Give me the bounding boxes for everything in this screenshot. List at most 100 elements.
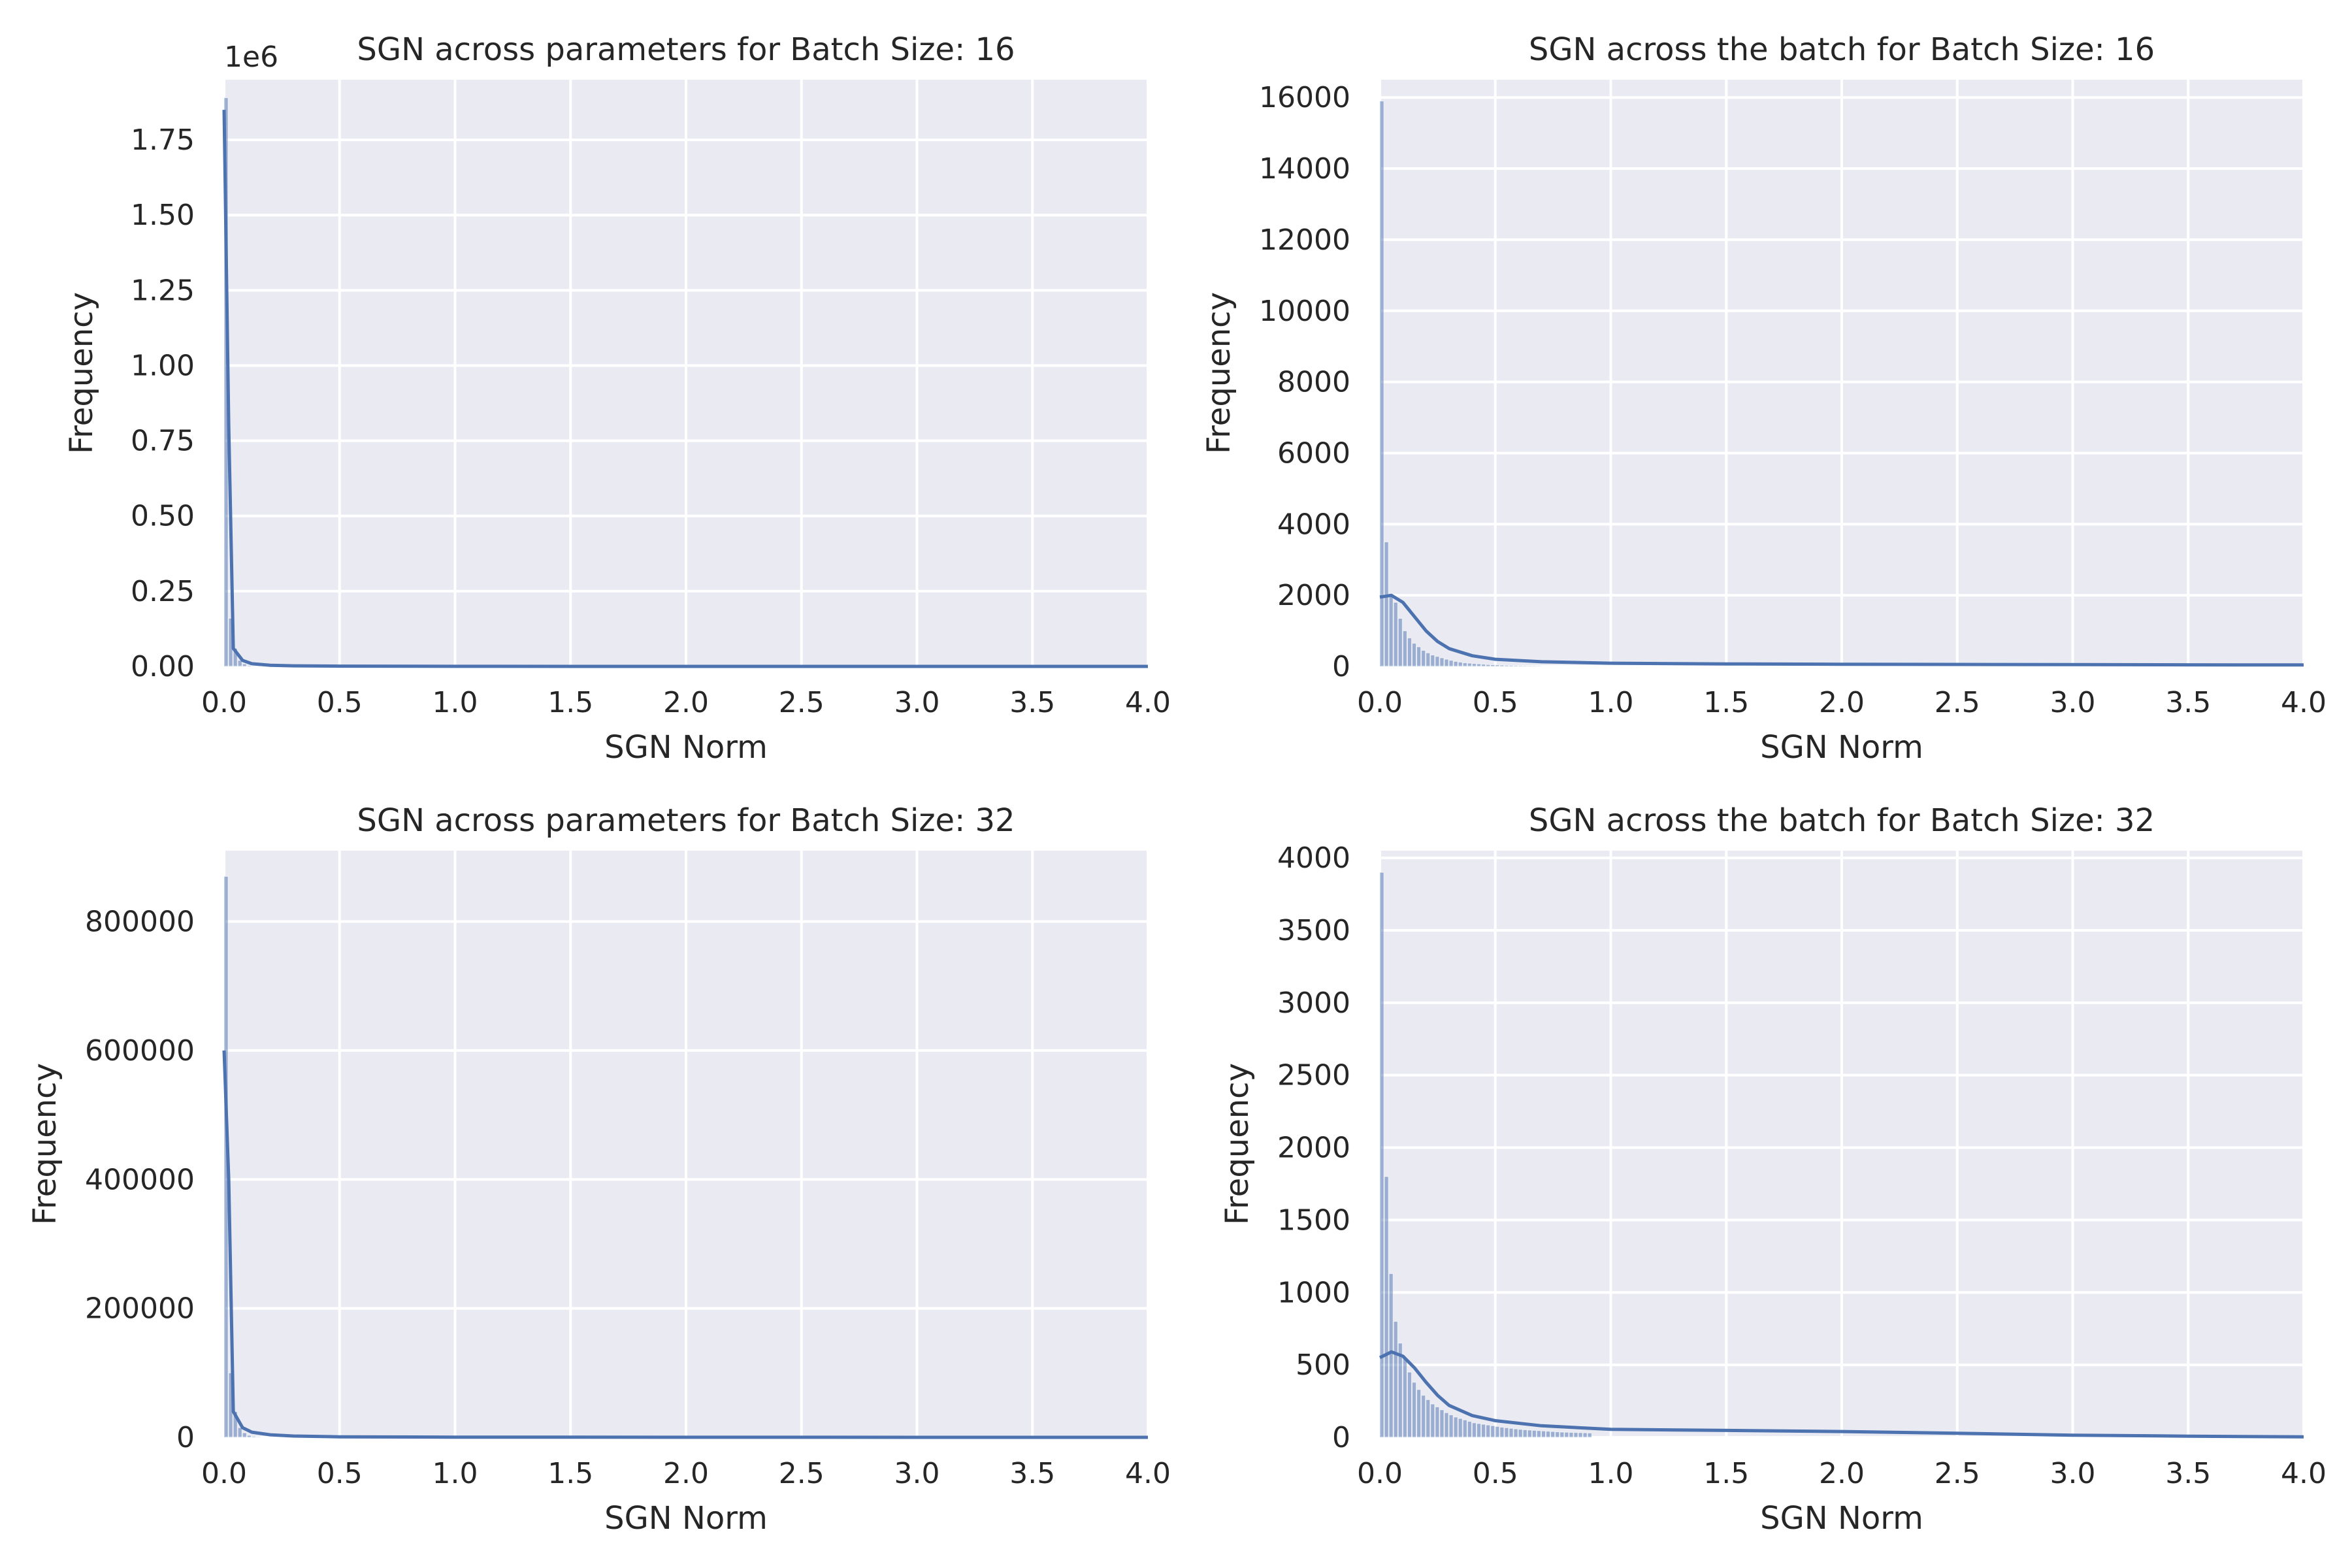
histogram-bar — [1426, 1399, 1431, 1438]
histogram-bar — [233, 1411, 238, 1438]
histogram-bar — [237, 1427, 242, 1438]
x-tick-label: 0.0 — [201, 686, 247, 719]
y-tick-label: 0 — [1332, 650, 1350, 683]
y-tick-label: 0.50 — [131, 500, 195, 533]
x-tick-label: 1.0 — [433, 686, 478, 719]
histogram-bar — [1546, 1431, 1551, 1438]
x-tick-label: 1.5 — [1703, 686, 1749, 719]
histogram-bar — [1379, 101, 1384, 667]
chart-title: SGN across the batch for Batch Size: 32 — [1529, 802, 2155, 839]
histogram-bar — [1407, 1371, 1412, 1438]
y-tick-label: 600000 — [85, 1034, 195, 1068]
histogram-bar — [1486, 664, 1491, 667]
y-tick-label: 800000 — [85, 906, 195, 939]
x-tick-label: 0.5 — [1473, 1457, 1518, 1490]
x-tick-label: 1.0 — [433, 1457, 478, 1490]
x-tick-label: 4.0 — [2281, 686, 2327, 719]
chart-panel-1: 0.0 0.5 1.0 1.5 2.0 2.5 3.0 3.5 4.0 0.00 0.25 0.50 0… — [63, 31, 1171, 766]
histogram-bar — [1476, 1423, 1482, 1438]
x-axis-label: SGN Norm — [604, 729, 768, 766]
kde-line — [1379, 1350, 2304, 1439]
y-tick-label: 1.25 — [131, 274, 195, 307]
histogram-bar — [1462, 1419, 1467, 1438]
histogram-bar — [242, 663, 247, 667]
x-tick-label: 4.0 — [1125, 1457, 1171, 1490]
y-tick-label: 10000 — [1259, 295, 1350, 328]
x-tick-label: 2.0 — [1819, 1457, 1865, 1490]
y-tick-label: 0.00 — [131, 650, 195, 683]
histogram-bar — [1402, 630, 1407, 667]
histogram-bar — [1402, 1357, 1407, 1438]
kde-line — [222, 110, 1148, 668]
histogram-bar — [1582, 1432, 1588, 1438]
histogram-bar — [1504, 1427, 1509, 1438]
x-tick-label: 1.5 — [547, 686, 593, 719]
x-tick-label: 3.0 — [894, 686, 940, 719]
histogram-bars — [1379, 101, 1541, 667]
chart-title: SGN across the batch for Batch Size: 16 — [1529, 31, 2155, 68]
x-tick-label: 3.5 — [1009, 1457, 1055, 1490]
histogram-bar — [1384, 542, 1389, 667]
chart-title: SGN across parameters for Batch Size: 16 — [357, 31, 1015, 68]
histogram-bar — [1541, 1430, 1546, 1438]
y-tick-label: 2500 — [1277, 1059, 1350, 1092]
histogram-bar — [1444, 659, 1449, 667]
histogram-bar — [1490, 664, 1495, 667]
histogram-bar — [1393, 602, 1398, 667]
histogram-bar — [1426, 652, 1431, 667]
histogram-bar — [1555, 1431, 1560, 1438]
y-tick-label: 8000 — [1277, 366, 1350, 399]
y-tick-label: 0 — [176, 1421, 195, 1454]
x-axis-label: SGN Norm — [1760, 1500, 1923, 1537]
histogram-bar — [1453, 1416, 1458, 1438]
histogram-bar — [1379, 872, 1384, 1438]
histogram-bar — [1458, 1418, 1463, 1438]
y-tick-label: 12000 — [1259, 223, 1350, 257]
x-tick-label: 0.0 — [1357, 1457, 1403, 1490]
y-tick-label: 3000 — [1277, 987, 1350, 1020]
x-tick-label: 3.5 — [1009, 686, 1055, 719]
x-tick-label: 1.0 — [1588, 686, 1634, 719]
histogram-bar — [1393, 1321, 1398, 1438]
histogram-bar — [1531, 1429, 1537, 1438]
histogram-bar — [1416, 646, 1422, 667]
x-tick-label: 3.5 — [2165, 686, 2211, 719]
histogram-bar — [1476, 663, 1482, 667]
x-tick-label: 3.0 — [2050, 686, 2096, 719]
x-axis-label: SGN Norm — [604, 1500, 768, 1537]
histogram-bar — [1587, 1432, 1592, 1438]
histogram-bar — [1448, 1414, 1454, 1438]
histogram-bar — [1499, 1426, 1505, 1438]
y-tick-label: 4000 — [1277, 508, 1350, 541]
x-tick-label: 2.0 — [1819, 686, 1865, 719]
histogram-bar — [1499, 664, 1505, 667]
x-tick-label: 0.5 — [317, 1457, 363, 1490]
histogram-bar — [1388, 1273, 1394, 1438]
x-tick-label: 3.5 — [2165, 1457, 2211, 1490]
histogram-bar — [1504, 664, 1509, 667]
histogram-bar — [1435, 656, 1440, 667]
y-tick-label: 14000 — [1259, 152, 1350, 186]
histogram-bars — [1379, 872, 1592, 1438]
y-tick-label: 4000 — [1277, 841, 1350, 875]
histogram-bar — [1430, 655, 1435, 667]
x-axis-label: SGN Norm — [1760, 729, 1923, 766]
histogram-bar — [1407, 637, 1412, 667]
chart-panel-3: 0.0 0.5 1.0 1.5 2.0 2.5 3.0 3.5 4.0 0 200000 400000… — [27, 802, 1171, 1537]
y-tick-label: 1500 — [1277, 1203, 1350, 1237]
histogram-bar — [1416, 1389, 1422, 1438]
x-tick-label: 3.0 — [2050, 1457, 2096, 1490]
histogram-bar — [1509, 664, 1514, 667]
kde-line — [222, 1050, 1149, 1439]
histogram-bar — [1467, 662, 1472, 667]
y-tick-label: 0.25 — [131, 575, 195, 608]
y-tick-label: 1000 — [1277, 1276, 1350, 1309]
x-tick-label: 1.5 — [1703, 1457, 1749, 1490]
histogram-bar — [1397, 1343, 1403, 1438]
histogram-bar — [1522, 1429, 1527, 1438]
histogram-bar — [1430, 1403, 1435, 1438]
histogram-bar — [1462, 662, 1467, 667]
y-tick-label: 400000 — [85, 1163, 195, 1196]
histogram-bar — [1578, 1432, 1583, 1438]
